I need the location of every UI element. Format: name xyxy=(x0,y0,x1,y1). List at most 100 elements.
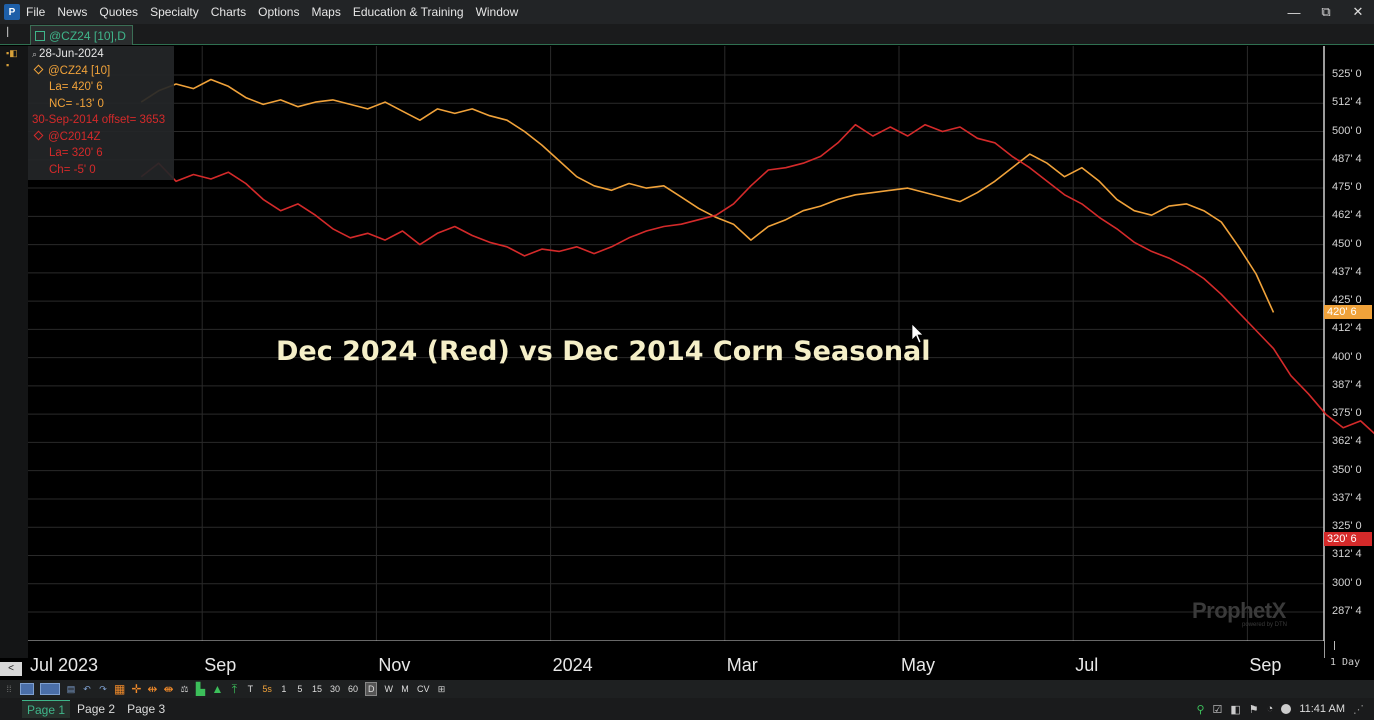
status-bar: Page 1 Page 2 Page 3 ⚲ ☑ ◧ ⚑ ◔ 11:41 AM … xyxy=(0,698,1374,720)
price-axis-tick-label: 462' 4 xyxy=(1332,209,1362,222)
undo-icon[interactable]: ↶ xyxy=(83,683,91,694)
price-axis-tick-label: 337' 4 xyxy=(1332,491,1362,504)
time-axis-label: Sep xyxy=(204,655,237,675)
minimize-button[interactable]: — xyxy=(1287,4,1301,20)
app-logo: P xyxy=(4,4,20,20)
price-axis-tick-label: 387' 4 xyxy=(1332,378,1362,391)
page-tab-2[interactable]: Page 2 xyxy=(77,702,116,716)
last-price-badge-red: 320' 6 xyxy=(1324,531,1372,546)
crosshair-icon[interactable]: ✛ xyxy=(131,682,142,696)
legend-series1-change: NC= -13' 0 xyxy=(49,97,104,110)
interval-5-button[interactable]: 5 xyxy=(297,684,303,694)
price-axis-tick-label: 400' 0 xyxy=(1332,350,1362,363)
time-axis[interactable] xyxy=(28,641,1324,679)
sound-icon[interactable]: ◧ xyxy=(1230,703,1241,716)
series-line-red[interactable] xyxy=(140,123,1374,539)
trend-icon[interactable]: ⤒ xyxy=(231,681,238,696)
cursor-tool-icon[interactable] xyxy=(20,683,34,695)
legend-series2-symbol[interactable]: @C2014Z xyxy=(28,129,174,146)
interval-5s-button[interactable]: 5s xyxy=(262,684,272,694)
price-axis-tick-label: 512' 4 xyxy=(1332,96,1362,109)
menu-charts[interactable]: Charts xyxy=(210,5,247,19)
print-icon[interactable]: ▤ xyxy=(66,683,76,694)
diamond-icon xyxy=(33,130,44,140)
price-axis-tick-label: 450' 0 xyxy=(1332,237,1362,250)
study-icon[interactable]: ▙ xyxy=(195,682,206,696)
draw-icon[interactable]: ▲ xyxy=(211,682,224,696)
brand-watermark: ProphetX xyxy=(1192,598,1286,623)
price-axis-tick-label: 362' 4 xyxy=(1332,435,1362,448)
restore-button[interactable]: ⧉ xyxy=(1321,4,1331,19)
scale-icon[interactable]: ⚖ xyxy=(180,683,189,694)
legend-series1-last: La= 420' 6 xyxy=(49,81,103,93)
scroll-left-button[interactable]: < xyxy=(0,662,22,676)
grid-icon[interactable]: ▦ xyxy=(114,682,126,696)
chart-toolbar: ⁞⁞ ▤ ↶ ↷ ▦ ✛ ⇹ ⇼ ⚖ ▙ ▲ ⤒ T 5s 1 5 15 30 … xyxy=(0,680,1374,698)
price-axis-tick-label: 350' 0 xyxy=(1332,463,1362,476)
menu-quotes[interactable]: Quotes xyxy=(99,5,139,19)
interval-daily-button[interactable]: D xyxy=(364,682,378,696)
continuous-button[interactable]: CV xyxy=(416,684,430,694)
flag-icon[interactable]: ⚑ xyxy=(1248,703,1259,716)
menu-specialty[interactable]: Specialty xyxy=(150,5,199,19)
redo-icon[interactable]: ↷ xyxy=(99,683,107,694)
menu-education-training[interactable]: Education & Training xyxy=(352,5,464,19)
pin-icon[interactable]: ꟾ xyxy=(6,28,10,40)
interval-monthly-button[interactable]: M xyxy=(401,684,409,694)
legend-series1-symbol[interactable]: @CZ24 [10] xyxy=(28,63,174,80)
time-axis-label: May xyxy=(901,655,936,675)
interval-label[interactable]: 1 Day xyxy=(1330,657,1361,668)
alert-icon[interactable]: ☑ xyxy=(1212,703,1223,716)
menu-window[interactable]: Window xyxy=(475,5,519,19)
menu-file[interactable]: File xyxy=(26,5,46,19)
brand-watermark-sub: powered by DTN xyxy=(1242,622,1288,628)
marker-icon[interactable]: ▪ xyxy=(6,60,10,70)
time-axis-label: 2024 xyxy=(552,655,593,675)
last-price-badge-orange: 420' 6 xyxy=(1324,305,1372,320)
left-gutter: ▪◧ ▪ xyxy=(0,46,28,658)
price-axis-tick-label: 487' 4 xyxy=(1332,152,1362,165)
connection-icon[interactable]: ⚲ xyxy=(1196,703,1205,716)
time-axis-label: Jul xyxy=(1075,655,1099,675)
diamond-icon xyxy=(33,64,44,74)
price-axis-tick-label: 437' 4 xyxy=(1332,265,1362,278)
clock-time: 11:41 AM xyxy=(1299,703,1345,715)
page-tab-3[interactable]: Page 3 xyxy=(127,702,166,716)
time-axis-label: Jul 2023 xyxy=(30,655,99,675)
expand-icon[interactable]: ▪◧ xyxy=(6,48,18,58)
window-controls: — ⧉ ✕ xyxy=(1278,0,1374,24)
bulb-icon[interactable]: ◔ xyxy=(1266,703,1274,715)
zoom-out-icon[interactable]: ⇼ xyxy=(163,682,174,696)
chart-background xyxy=(28,46,1374,658)
legend-series2-last: La= 320' 6 xyxy=(49,147,103,159)
price-axis-tick-label: 525' 0 xyxy=(1332,68,1362,80)
zoom-in-icon[interactable]: ⇹ xyxy=(147,682,158,696)
series-line-orange[interactable] xyxy=(140,78,1275,313)
close-button[interactable]: ✕ xyxy=(1352,4,1364,19)
price-axis-tick-label: 312' 4 xyxy=(1332,548,1362,561)
interval-15-button[interactable]: 15 xyxy=(311,684,322,694)
tab-chart[interactable]: @CZ24 [10],D xyxy=(30,25,133,45)
price-axis-tick-label: 375' 0 xyxy=(1332,407,1362,420)
menu-options[interactable]: Options xyxy=(258,5,300,19)
interval-weekly-button[interactable]: W xyxy=(384,684,393,694)
interval-30-button[interactable]: 30 xyxy=(329,684,340,694)
tab-chart-label: @CZ24 [10],D xyxy=(49,28,126,43)
info-icon[interactable] xyxy=(1281,704,1292,714)
page-tab-1[interactable]: Page 1 xyxy=(22,700,71,718)
legend-offset-note: 30-Sep-2014 offset= 3653 xyxy=(32,114,166,126)
price-axis-tick-label: 287' 4 xyxy=(1332,605,1362,617)
price-axis-tick-label: 475' 0 xyxy=(1332,181,1362,194)
add-chart-icon[interactable]: ⊞ xyxy=(437,683,446,694)
time-axis-label: Nov xyxy=(378,655,411,675)
price-chart[interactable]: Dec 2024 (Red) vs Dec 2014 Corn Seasonal xyxy=(28,46,1374,658)
select-tool-icon[interactable] xyxy=(40,683,60,695)
legend-date-icon: ⌕ xyxy=(32,49,38,59)
interval-60-button[interactable]: 60 xyxy=(347,684,358,694)
chart-tab-icon xyxy=(35,30,45,41)
interval-1-button[interactable]: 1 xyxy=(281,684,287,694)
interval-tick-button[interactable]: T xyxy=(247,684,254,694)
menu-maps[interactable]: Maps xyxy=(311,5,341,19)
chart-legend: ⌕ 28-Jun-2024 @CZ24 [10] La= 420' 6 NC= -… xyxy=(28,46,174,180)
menu-news[interactable]: News xyxy=(57,5,88,19)
